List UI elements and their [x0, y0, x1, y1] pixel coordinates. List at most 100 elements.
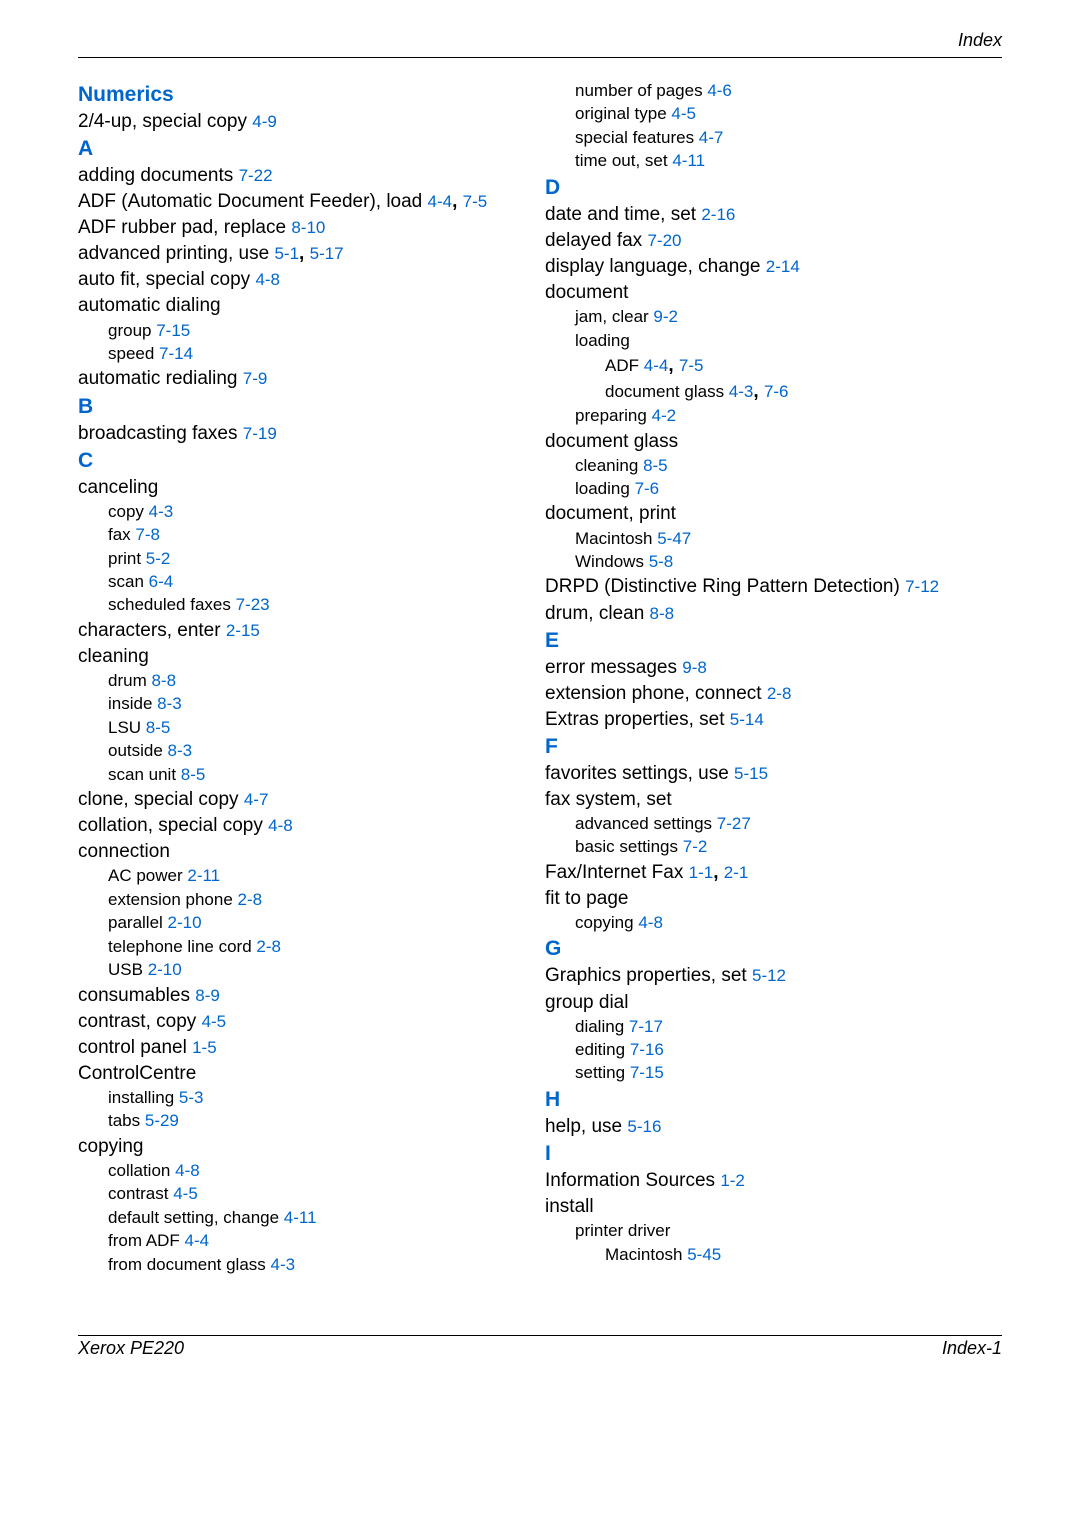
index-entry-text: document glass — [605, 382, 729, 401]
index-page-ref[interactable]: 7-6 — [764, 382, 789, 401]
index-page-ref[interactable]: 5-17 — [310, 244, 344, 263]
index-page-ref[interactable]: 7-20 — [647, 231, 681, 250]
index-entry-text: consumables — [78, 985, 195, 1006]
index-page-ref[interactable]: 7-22 — [239, 166, 273, 185]
index-page-ref[interactable]: 4-8 — [638, 913, 663, 932]
index-page-ref[interactable]: 7-8 — [135, 525, 160, 544]
index-page-ref[interactable]: 7-17 — [629, 1017, 663, 1036]
index-entry-text: copying — [78, 1136, 144, 1157]
index-page-ref[interactable]: 5-14 — [730, 710, 764, 729]
index-entry: 2/4-up, special copy 4-9 — [78, 109, 535, 134]
index-entry: cleaning 8-5 — [575, 455, 1002, 477]
index-page-ref[interactable]: 7-5 — [463, 192, 488, 211]
index-page-ref[interactable]: 7-6 — [635, 479, 660, 498]
index-page-ref[interactable]: 4-3 — [271, 1255, 296, 1274]
index-entry-text: AC power — [108, 866, 187, 885]
index-page-ref[interactable]: 9-8 — [682, 658, 707, 677]
index-page-ref[interactable]: 4-3 — [149, 502, 174, 521]
index-page-ref[interactable]: 4-5 — [671, 104, 696, 123]
index-page-ref[interactable]: 2-1 — [724, 863, 749, 882]
index-entry-text: ADF — [605, 356, 644, 375]
index-entry-text: error messages — [545, 657, 682, 678]
index-page-ref[interactable]: 6-4 — [149, 572, 174, 591]
index-page-ref[interactable]: 5-2 — [146, 549, 171, 568]
index-page-ref[interactable]: 4-2 — [652, 406, 677, 425]
index-page-ref[interactable]: 4-11 — [284, 1208, 317, 1227]
index-entry-text: drum — [108, 671, 151, 690]
index-page-ref[interactable]: 7-15 — [630, 1063, 664, 1082]
index-page-ref[interactable]: 4-8 — [175, 1161, 200, 1180]
index-page-ref[interactable]: 4-5 — [202, 1012, 227, 1031]
index-page-ref[interactable]: 7-2 — [683, 837, 708, 856]
index-entry-text: extension phone — [108, 890, 238, 909]
index-entry: collation 4-8 — [108, 1160, 535, 1182]
index-page-ref[interactable]: 8-5 — [181, 765, 206, 784]
index-page-ref[interactable]: 2-10 — [168, 913, 202, 932]
index-page-ref[interactable]: 4-6 — [707, 81, 732, 100]
index-page-ref[interactable]: 4-8 — [268, 816, 293, 835]
index-entry-text: install — [545, 1196, 594, 1217]
index-page-ref[interactable]: 7-9 — [243, 369, 268, 388]
index-page-ref[interactable]: 5-3 — [179, 1088, 204, 1107]
index-page-ref[interactable]: 4-5 — [173, 1184, 198, 1203]
index-page-ref[interactable]: 4-4 — [428, 192, 453, 211]
index-page-ref[interactable]: 9-2 — [653, 307, 678, 326]
index-page-ref[interactable]: 1-5 — [192, 1038, 217, 1057]
index-page-ref[interactable]: 8-5 — [146, 718, 171, 737]
index-page-ref[interactable]: 4-3 — [729, 382, 754, 401]
index-page-ref[interactable]: 5-47 — [657, 529, 691, 548]
index-entry: scan unit 8-5 — [108, 764, 535, 786]
index-page-ref[interactable]: 7-12 — [905, 577, 939, 596]
index-entry: consumables 8-9 — [78, 983, 535, 1008]
index-page-ref[interactable]: 8-5 — [643, 456, 668, 475]
index-page-ref[interactable]: 8-10 — [291, 218, 325, 237]
index-page-ref[interactable]: 7-15 — [156, 321, 190, 340]
index-entry-text: contrast — [108, 1184, 173, 1203]
index-section-heading: Numerics — [78, 83, 535, 107]
index-page-ref[interactable]: 5-1 — [274, 244, 299, 263]
index-entry-text: scheduled faxes — [108, 595, 236, 614]
index-page-ref[interactable]: 2-8 — [767, 684, 792, 703]
index-page-ref[interactable]: 5-8 — [649, 552, 674, 571]
index-page-ref[interactable]: 2-11 — [187, 866, 220, 885]
index-page-ref[interactable]: 4-7 — [244, 790, 269, 809]
index-page-ref[interactable]: 1-1 — [689, 863, 714, 882]
index-page-ref[interactable]: 4-4 — [644, 356, 669, 375]
index-page-ref[interactable]: 2-10 — [148, 960, 182, 979]
index-page-ref[interactable]: 8-8 — [650, 604, 675, 623]
index-page-ref[interactable]: 7-5 — [679, 356, 704, 375]
index-page-ref[interactable]: 7-19 — [243, 424, 277, 443]
index-page-ref[interactable]: 2-14 — [766, 257, 800, 276]
index-entry-text: fit to page — [545, 888, 628, 909]
index-page-ref[interactable]: 4-9 — [252, 112, 277, 131]
index-page-ref[interactable]: 5-29 — [145, 1111, 179, 1130]
index-entry: Macintosh 5-47 — [575, 528, 1002, 550]
index-page-ref[interactable]: 7-16 — [630, 1040, 664, 1059]
index-page-ref[interactable]: 5-12 — [752, 966, 786, 985]
index-page-ref[interactable]: 7-14 — [159, 344, 193, 363]
index-entry: group dial — [545, 990, 1002, 1015]
index-page-ref[interactable]: 4-8 — [255, 270, 280, 289]
index-page-ref[interactable]: 4-11 — [672, 151, 705, 170]
index-page-ref[interactable]: 8-3 — [157, 694, 182, 713]
index-page-ref[interactable]: 5-45 — [687, 1245, 721, 1264]
index-page-ref[interactable]: 7-27 — [717, 814, 751, 833]
index-entry: install — [545, 1194, 1002, 1219]
index-page-ref[interactable]: 2-15 — [226, 621, 260, 640]
index-page-ref[interactable]: 5-15 — [734, 764, 768, 783]
index-page-ref[interactable]: 2-8 — [256, 937, 281, 956]
index-entry: date and time, set 2-16 — [545, 202, 1002, 227]
index-entry-text: control panel — [78, 1037, 192, 1058]
index-page-ref[interactable]: 2-16 — [701, 205, 735, 224]
index-page-ref[interactable]: 7-23 — [236, 595, 270, 614]
index-page-ref[interactable]: 8-9 — [195, 986, 220, 1005]
index-page-ref[interactable]: 5-16 — [627, 1117, 661, 1136]
index-page-ref[interactable]: 4-4 — [185, 1231, 210, 1250]
index-section-heading: I — [545, 1142, 1002, 1166]
index-entry-text: Extras properties, set — [545, 709, 730, 730]
index-page-ref[interactable]: 8-3 — [168, 741, 193, 760]
index-page-ref[interactable]: 8-8 — [151, 671, 176, 690]
index-page-ref[interactable]: 2-8 — [238, 890, 263, 909]
index-page-ref[interactable]: 4-7 — [699, 128, 724, 147]
index-page-ref[interactable]: 1-2 — [720, 1171, 745, 1190]
